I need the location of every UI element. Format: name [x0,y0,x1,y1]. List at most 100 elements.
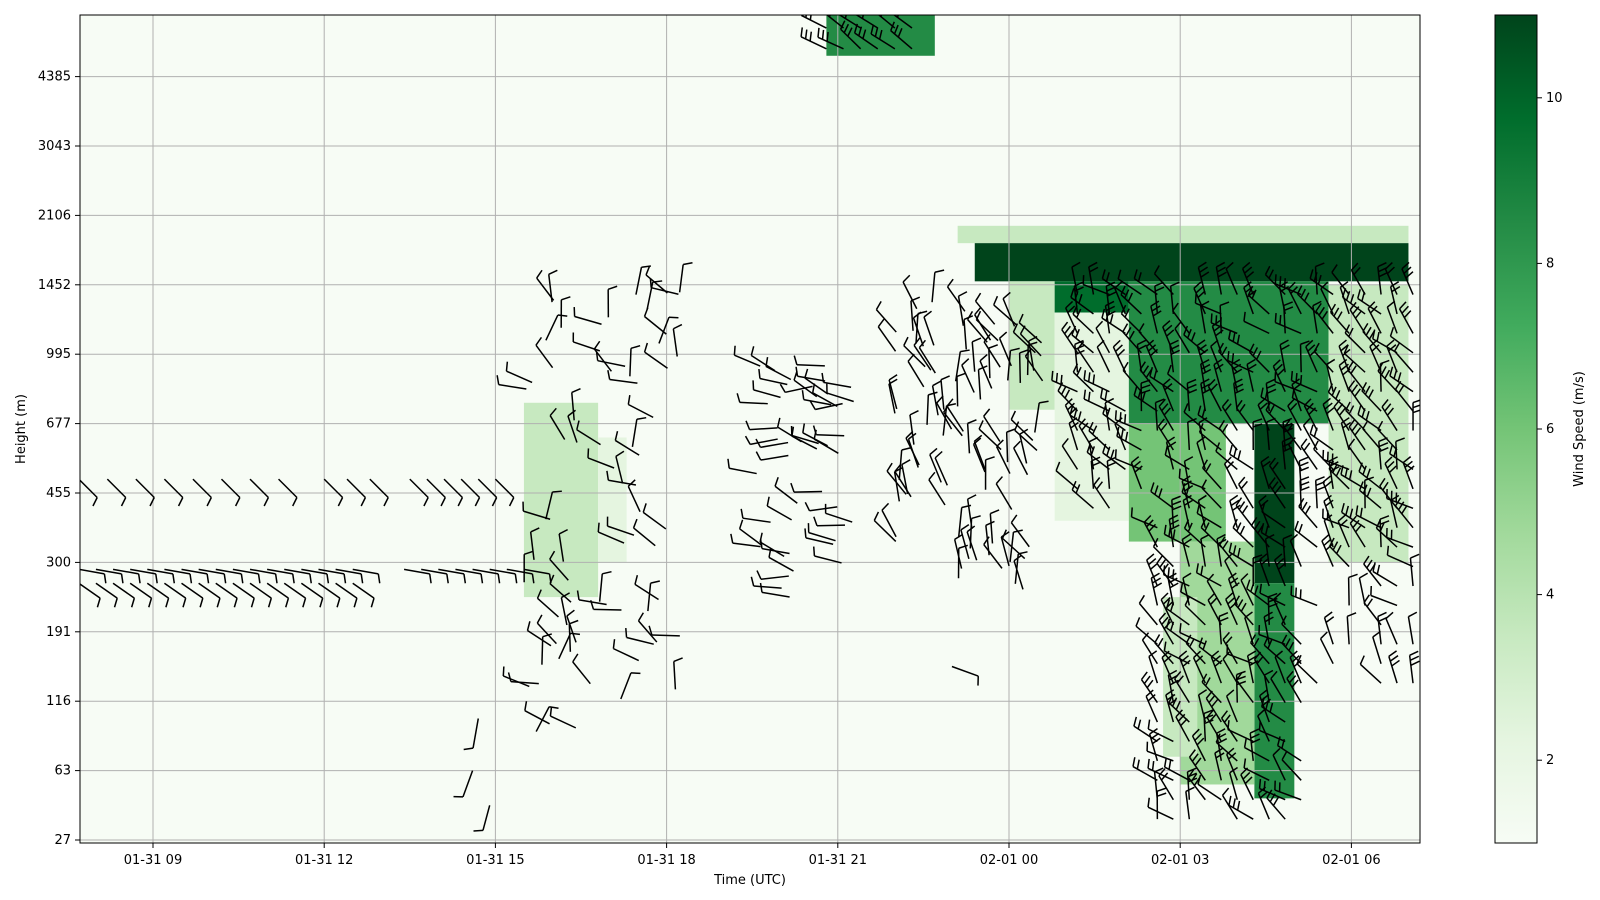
wind-barb [774,477,798,504]
wind-barb [1241,261,1255,295]
wind-barb [1349,515,1366,548]
wind-barb [923,310,935,346]
wind-barb [875,300,897,333]
wind-barb [1095,320,1111,354]
wind-barb [1348,438,1366,470]
y-tick-label: 2106 [38,208,71,223]
wind-barb [1257,397,1270,431]
y-tick-label: 300 [46,555,71,570]
y-axis-title: Height (m) [14,394,29,464]
wind-barb [1005,428,1016,463]
wind-barb [1322,475,1334,509]
wind-barb [804,368,829,395]
wind-barb [1359,655,1382,684]
wind-barb [135,478,155,507]
wind-barb [1186,378,1198,412]
wind-barb [643,342,668,369]
wind-barb [1350,262,1366,295]
x-axis-title: Time (UTC) [713,873,786,888]
wind-barb [1147,719,1174,743]
wind-barb [1200,518,1222,548]
wind-barb [1200,358,1212,392]
wind-barb [645,265,668,294]
wind-barb [1225,261,1238,295]
wind-barb [587,448,615,469]
wind-barb [1138,594,1158,626]
y-tick-label: 3043 [38,139,71,154]
wind-barb [790,482,823,493]
wind-barb [1018,349,1029,383]
wind-barb [1258,553,1270,587]
y-tick-label: 677 [46,417,71,432]
wind-barb [1263,669,1274,703]
wind-barb [1233,595,1254,626]
wind-barb [1133,716,1158,743]
x-tick-label: 02-01 03 [1151,853,1209,868]
wind-barb [1133,386,1158,412]
wind-barb [1412,399,1420,431]
wind-barb [1407,611,1418,645]
wind-barb [853,0,878,7]
wind-barb [1268,457,1286,490]
wind-barb [249,582,273,608]
wind-barb [535,706,559,732]
wind-barb [839,20,862,50]
wind-barb [1325,358,1336,392]
wind-barb [426,478,446,507]
wind-barb [658,316,679,344]
wind-barb [1327,383,1350,412]
wind-barb [940,375,950,410]
wind-barb [220,478,241,507]
wind-barb [1322,508,1350,529]
wind-barb [1007,347,1020,381]
colorbar-tick-label: 4 [1546,588,1554,603]
wind-barb [1372,329,1398,354]
colorbar-tick-label: 2 [1546,753,1554,768]
wind-barb [1154,398,1165,431]
wind-barb [1272,359,1286,392]
wind-barb [147,568,176,584]
wind-barb [438,568,467,584]
wind-barb [957,544,968,579]
wind-barb [1362,420,1382,451]
wind-barb [1154,634,1174,665]
wind-barb [1201,459,1222,490]
wind-barb [1299,340,1310,373]
wind-barb [1227,720,1254,743]
wind-barb [1228,795,1254,820]
wind-barb [1249,728,1261,761]
wind-barb [912,311,924,347]
wind-barb [1229,444,1254,471]
wind-barb [931,380,942,416]
wind-barb [1116,426,1142,451]
wind-barb [954,349,970,382]
wind-barb [163,582,187,608]
wind-barb [80,568,107,584]
wind-barb [973,434,986,470]
wind-barb [335,582,358,608]
wind-barb [946,278,966,312]
wind-barb [1340,417,1352,451]
wind-barb [647,580,660,612]
wind-barb [421,568,449,584]
wind-barb [793,355,825,367]
wind-barb [1258,778,1286,801]
wind-barb [597,522,625,544]
wind-barb [1014,421,1038,451]
wind-barb [1171,495,1182,528]
wind-barb [1274,274,1302,296]
wind-barb [1183,325,1206,354]
wind-barb [278,478,298,507]
wind-barb [1260,387,1286,412]
wind-barb [1182,572,1192,606]
wind-barb [1323,494,1334,528]
wind-barb [1149,367,1174,393]
colorbar-title: Wind Speed (m/s) [1572,371,1587,487]
wind-barb [453,770,474,798]
wind-barb [1117,269,1142,296]
wind-barb [1309,269,1334,296]
colorbar-ticks: 2 4 6 8 10 [1537,91,1563,768]
wind-barb [572,653,591,685]
wind-barb [1232,518,1254,548]
wind-barb [1243,311,1270,335]
